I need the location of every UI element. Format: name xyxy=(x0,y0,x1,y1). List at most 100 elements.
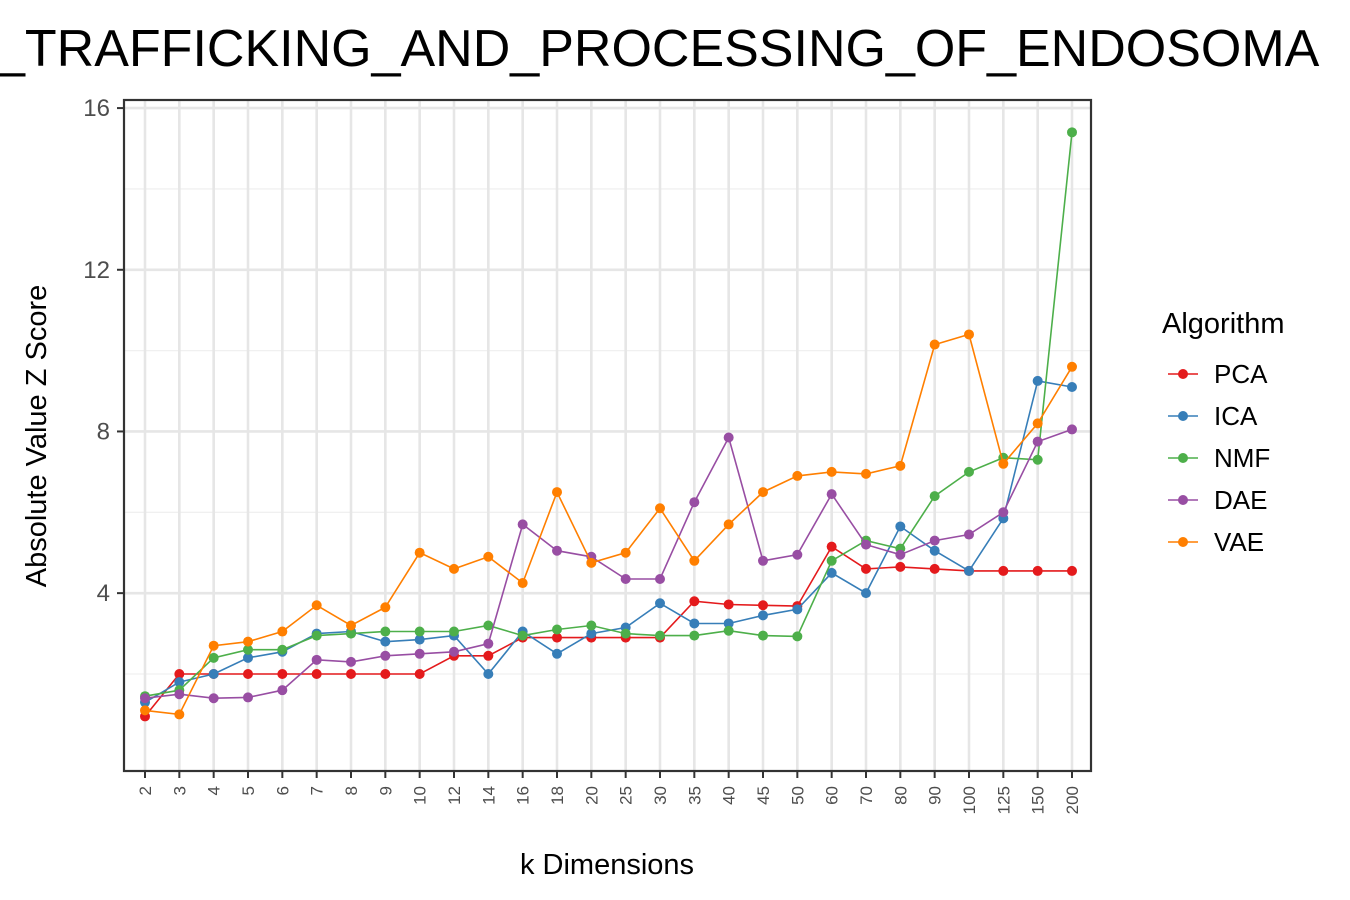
series-group xyxy=(140,127,1077,722)
legend-label: VAE xyxy=(1214,527,1264,557)
data-point xyxy=(346,656,356,667)
data-point xyxy=(1032,436,1043,447)
x-tick-label: 4 xyxy=(205,786,224,795)
data-point xyxy=(552,545,562,556)
data-point xyxy=(140,693,150,704)
x-tick-label: 10 xyxy=(411,786,430,805)
data-point xyxy=(929,491,940,502)
data-point xyxy=(277,685,288,696)
data-point xyxy=(414,668,425,679)
data-point xyxy=(277,668,288,679)
data-point xyxy=(380,668,391,679)
data-point xyxy=(243,668,253,679)
data-point xyxy=(929,545,940,556)
x-tick-label: 5 xyxy=(239,786,258,795)
data-point xyxy=(414,547,425,558)
legend-key-point xyxy=(1178,453,1188,463)
data-point xyxy=(792,470,803,481)
plot-panel-border xyxy=(122,98,1093,773)
legend-key-point xyxy=(1178,411,1188,421)
data-point xyxy=(380,636,391,647)
data-point xyxy=(723,432,734,443)
data-point xyxy=(964,466,974,477)
data-point xyxy=(826,489,837,500)
data-point xyxy=(380,626,391,637)
data-point xyxy=(895,521,906,532)
data-point xyxy=(655,598,665,609)
x-tick-label: 12 xyxy=(445,786,464,805)
x-tick-label: 9 xyxy=(376,786,395,795)
data-point xyxy=(792,604,803,615)
data-point xyxy=(655,573,665,584)
data-point xyxy=(311,668,322,679)
data-point xyxy=(517,519,528,530)
data-point xyxy=(311,600,322,611)
x-tick-label: 125 xyxy=(994,786,1013,814)
data-point xyxy=(277,626,288,637)
x-tick-label: 70 xyxy=(857,786,876,805)
data-point xyxy=(758,610,768,621)
data-point xyxy=(895,561,906,572)
data-point xyxy=(1067,381,1077,392)
x-tick-label: 20 xyxy=(582,786,601,805)
data-point xyxy=(483,638,494,649)
data-point xyxy=(552,648,562,659)
data-point xyxy=(929,563,940,574)
data-point xyxy=(1032,418,1043,429)
y-tick-label: 4 xyxy=(97,580,110,607)
data-point xyxy=(208,640,219,651)
data-point xyxy=(723,519,734,530)
x-tick-label: 25 xyxy=(617,786,636,805)
data-point xyxy=(620,547,631,558)
data-point xyxy=(208,693,219,704)
data-point xyxy=(723,625,734,636)
legend-item-vae: VAE xyxy=(1168,527,1264,557)
data-point xyxy=(517,630,528,641)
data-point xyxy=(174,689,185,700)
x-tick-label: 100 xyxy=(960,786,979,814)
legend-label: PCA xyxy=(1214,359,1268,389)
legend-key-point xyxy=(1178,369,1188,379)
series-line xyxy=(144,333,1073,716)
data-point xyxy=(586,620,597,631)
data-point xyxy=(861,563,871,574)
data-point xyxy=(1067,424,1077,435)
series-line xyxy=(144,132,1073,697)
x-tick-label: 40 xyxy=(720,786,739,805)
data-point xyxy=(311,630,322,641)
data-point xyxy=(243,636,253,647)
series-line xyxy=(144,428,1073,700)
data-point xyxy=(174,677,185,688)
data-point xyxy=(277,644,288,655)
data-point xyxy=(998,565,1009,576)
x-axis-title: k Dimensions xyxy=(520,849,694,881)
data-point xyxy=(483,551,494,562)
data-point xyxy=(1032,375,1043,386)
data-point xyxy=(483,620,494,631)
x-tick-label: 14 xyxy=(479,786,498,805)
x-tick-label: 18 xyxy=(548,786,567,805)
y-tick-label: 16 xyxy=(83,95,110,122)
data-point xyxy=(998,458,1009,469)
chart-title: _TRAFFICKING_AND_PROCESSING_OF_ENDOSOMA xyxy=(0,20,1320,78)
data-point xyxy=(655,630,665,641)
data-point xyxy=(758,630,768,641)
data-point xyxy=(689,618,700,629)
data-point xyxy=(758,555,768,566)
data-point xyxy=(826,541,837,552)
series-vae xyxy=(140,329,1077,720)
data-point xyxy=(483,650,494,661)
data-point xyxy=(895,460,906,471)
data-point xyxy=(243,692,253,703)
data-point xyxy=(586,628,597,639)
data-point xyxy=(964,329,974,340)
data-point xyxy=(792,549,803,560)
x-tick-label: 150 xyxy=(1029,786,1048,814)
series-dae xyxy=(140,424,1077,704)
data-point xyxy=(723,618,734,629)
data-point xyxy=(929,535,940,546)
data-point xyxy=(620,628,631,639)
data-point xyxy=(174,668,185,679)
data-point xyxy=(552,487,562,498)
